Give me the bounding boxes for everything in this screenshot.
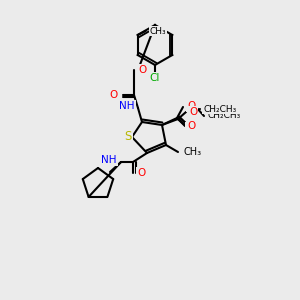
Text: NH: NH [101,155,117,165]
Text: O: O [110,90,118,100]
Text: CH₂CH₃: CH₂CH₃ [203,104,236,113]
Text: O: O [137,168,145,178]
Text: CH₃: CH₃ [150,26,166,35]
Text: NH: NH [119,101,135,111]
Text: CH₃: CH₃ [184,147,202,157]
Text: O: O [186,123,194,133]
Text: Cl: Cl [150,73,160,83]
Text: S: S [124,130,132,143]
Text: O: O [138,65,146,75]
Text: O: O [187,101,195,111]
Text: O: O [189,107,197,117]
Text: O: O [187,121,195,131]
Text: CH₂CH₃: CH₂CH₃ [208,112,241,121]
